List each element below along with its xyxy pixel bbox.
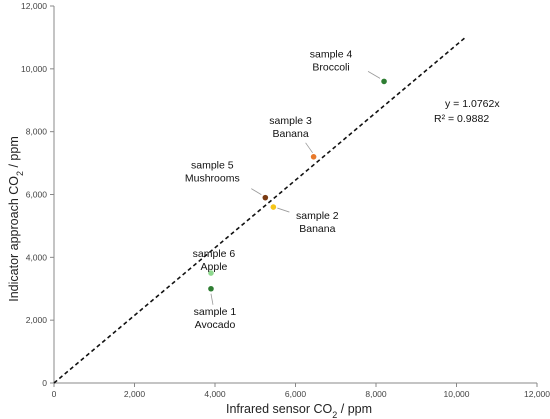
y-tick-label: 10,000 (21, 64, 47, 74)
x-axis-title: Infrared sensor CO2 / ppm (226, 402, 372, 419)
x-tick-label: 10,000 (444, 389, 470, 399)
fit-line (53, 37, 466, 384)
y-tick-label: 0 (42, 378, 47, 388)
data-point (208, 270, 214, 276)
point-label-sample: sample 4 (310, 48, 353, 60)
point-label-sample: sample 5 (191, 160, 234, 172)
ticks: 0 2,000 4,000 6,000 8,000 10,000 12,000 0 2,000 4… (21, 1, 550, 399)
x-tick-label: 8,000 (365, 389, 387, 399)
point-label-food: Banana (273, 128, 309, 140)
points (208, 78, 387, 292)
x-tick-label: 12,000 (524, 389, 550, 399)
y-tick-label: 8,000 (26, 127, 48, 137)
point-label-sample: sample 2 (296, 210, 339, 222)
leader-line (210, 293, 214, 305)
fit-r-squared: R² = 0.9882 (434, 113, 489, 125)
y-tick-label: 6,000 (26, 190, 48, 200)
point-label-food: Broccoli (312, 61, 349, 73)
data-point (262, 194, 269, 201)
axes (53, 6, 537, 384)
point-label-food: Mushrooms (185, 173, 240, 185)
y-tick-label: 12,000 (21, 1, 47, 11)
y-tick-label: 4,000 (26, 252, 48, 262)
y-tick-label: 2,000 (26, 315, 48, 325)
point-label-sample: sample 6 (193, 248, 236, 260)
data-point (310, 154, 317, 160)
x-tick-label: 2,000 (124, 389, 146, 399)
x-tick-label: 0 (52, 389, 57, 399)
point-label-food: Avocado (195, 319, 236, 331)
fit-line-group (53, 37, 466, 384)
x-tick-label: 6,000 (285, 389, 307, 399)
point-label-food: Apple (201, 261, 228, 273)
point-label-food: Banana (299, 223, 335, 235)
fit-equation: y = 1.0762x (445, 98, 500, 110)
leader-line (305, 142, 313, 154)
point-label-sample: sample 1 (194, 306, 237, 318)
data-point (270, 204, 277, 210)
leader-line (277, 207, 290, 213)
leader-line (367, 71, 381, 79)
point-label-sample: sample 3 (269, 115, 312, 127)
y-axis-title: Indicator approach CO2 / ppm (7, 136, 25, 302)
leader-line (251, 188, 262, 195)
data-point (208, 285, 214, 292)
x-tick-label: 4,000 (204, 389, 226, 399)
data-point (381, 78, 387, 85)
